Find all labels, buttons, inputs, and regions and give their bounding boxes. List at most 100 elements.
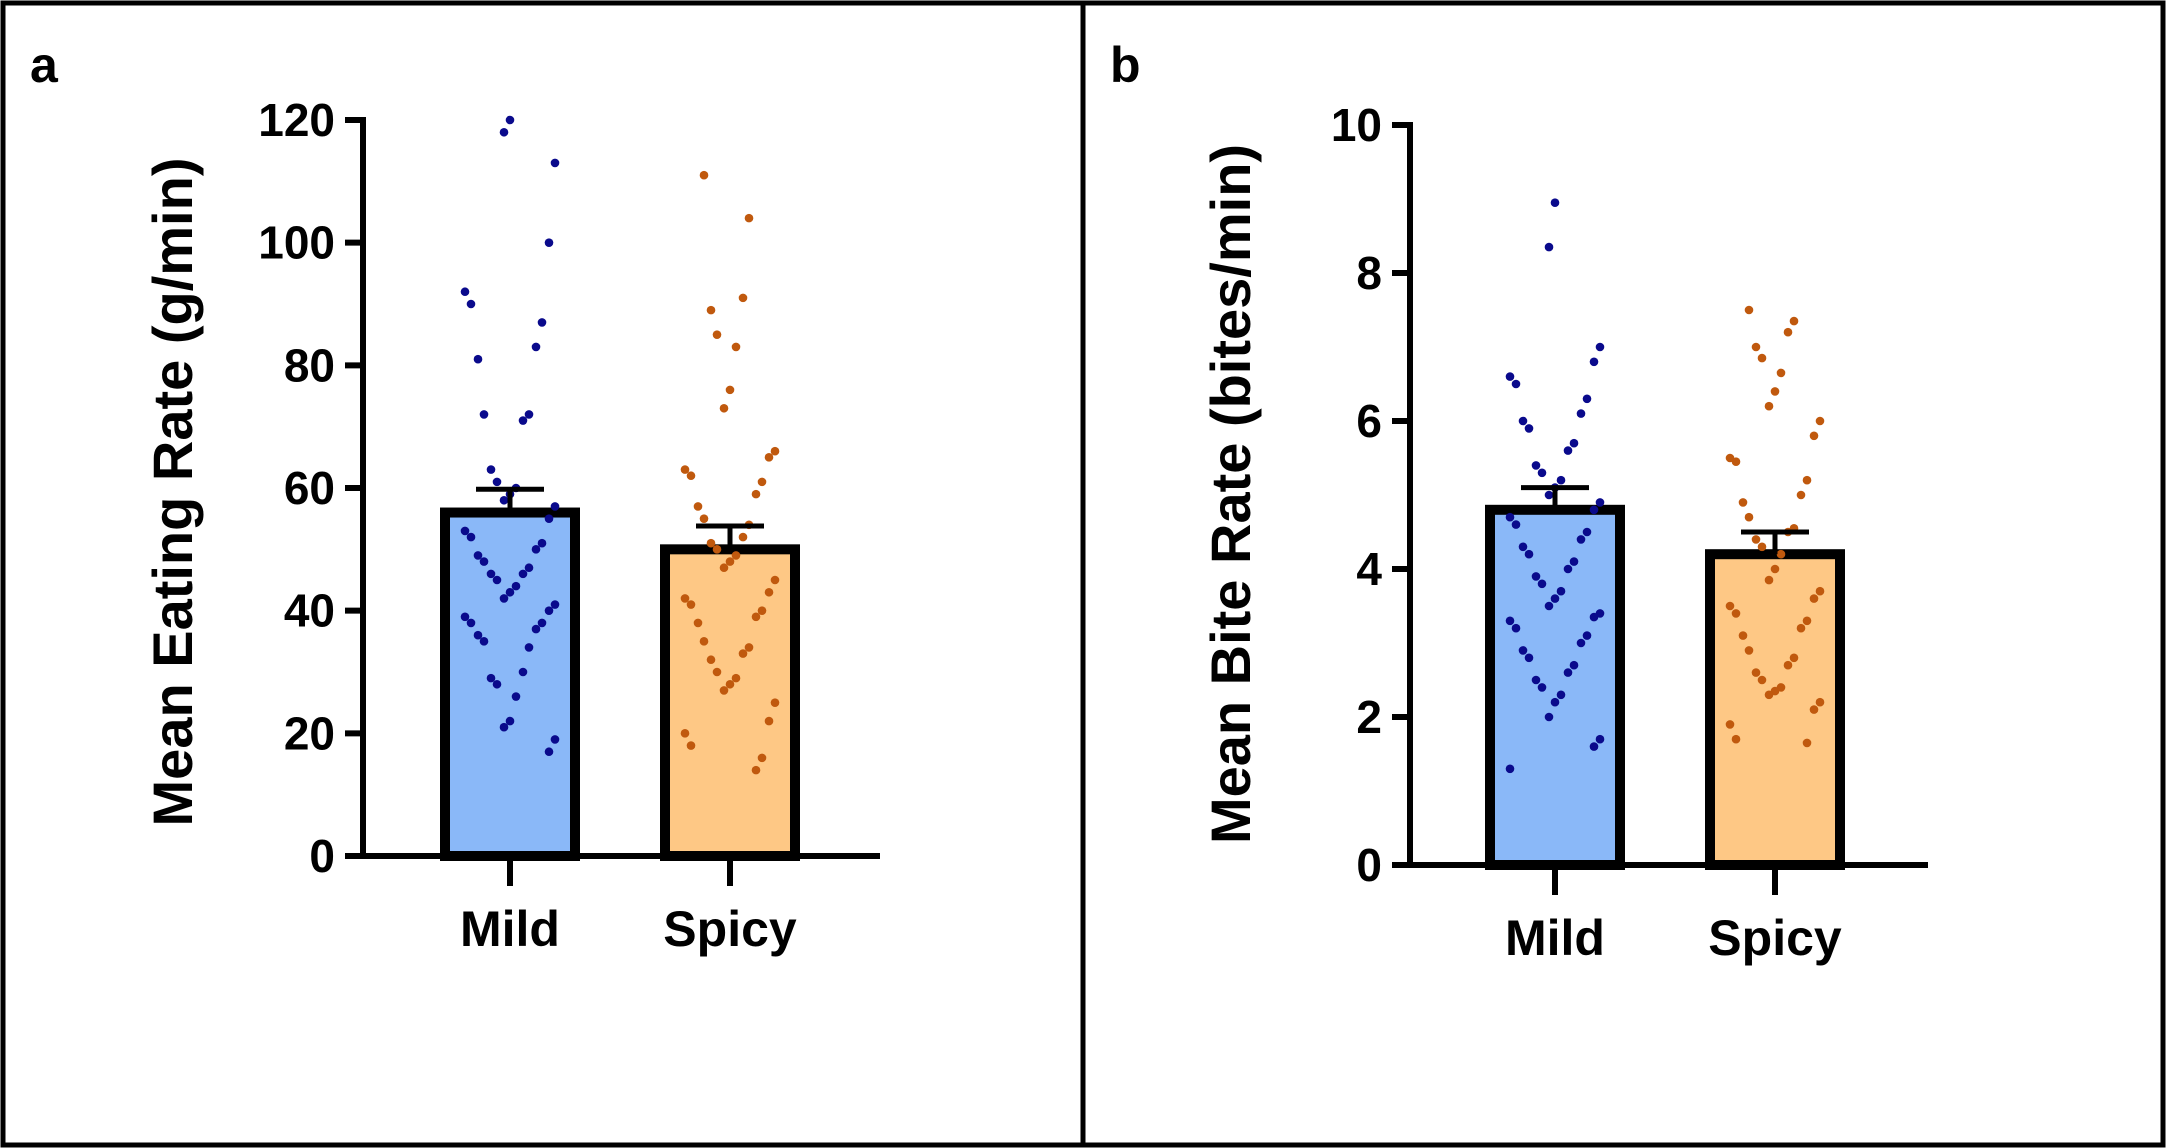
panel-b-point-spicy: [1751, 342, 1761, 352]
panel-a-xlabel-spicy: Spicy: [663, 901, 797, 957]
panel-a-point-mild: [473, 354, 483, 364]
panel-b-point-mild: [1511, 623, 1521, 633]
panel-a-point-spicy: [744, 643, 754, 652]
panel-a-point-spicy: [680, 729, 690, 738]
panel-b-point-mild: [1595, 734, 1605, 744]
panel-b-point-mild: [1505, 372, 1515, 381]
panel-a-y-tick-label: 80: [284, 339, 335, 391]
panel-a-point-spicy: [757, 477, 767, 487]
panel-b-point-mild: [1544, 601, 1554, 611]
panel-a-ylabel: Mean Eating Rate (g/min): [141, 158, 204, 827]
panel-b-point-spicy: [1725, 601, 1735, 611]
panel-b-point-spicy: [1796, 490, 1806, 500]
panel-b-point-mild: [1518, 416, 1528, 426]
panel-b-point-mild: [1595, 498, 1605, 507]
panel-a-y-tick-label: 60: [284, 462, 335, 514]
panel-b-point-mild: [1537, 468, 1547, 478]
panel-a-point-mild: [550, 735, 560, 744]
panel-b-point-mild: [1544, 242, 1554, 252]
panel-b-point-mild: [1531, 461, 1541, 470]
panel-b-point-mild: [1576, 638, 1586, 648]
panel-b-point-mild: [1589, 742, 1599, 751]
panel-b-point-spicy: [1809, 431, 1819, 441]
panel-b-point-spicy: [1757, 353, 1767, 363]
panel-b-point-spicy: [1789, 653, 1799, 663]
panel-b-bar-spicy: [1705, 549, 1845, 870]
panel-b-point-mild: [1524, 653, 1534, 663]
panel-a-point-spicy: [699, 637, 709, 646]
panel-b-y-tick-label: 2: [1356, 691, 1382, 743]
panel-a-point-spicy: [686, 741, 696, 750]
panel-b-point-mild: [1550, 594, 1560, 603]
panel-b-point-spicy: [1738, 498, 1748, 507]
panel-b-point-mild: [1505, 764, 1515, 774]
panel-b-point-mild: [1524, 549, 1534, 559]
panel-a-point-spicy: [693, 618, 703, 628]
panel-a-point-mild: [466, 532, 476, 542]
panel-b-point-mild: [1550, 198, 1560, 207]
panel-b-point-mild: [1531, 572, 1541, 581]
panel-a-point-spicy: [738, 649, 748, 658]
panel-a-point-mild: [479, 637, 489, 646]
panel-b-point-mild: [1537, 579, 1547, 589]
panel-b-point-spicy: [1770, 564, 1780, 574]
panel-b-point-mild: [1505, 512, 1515, 522]
panel-b-xlabel-spicy: Spicy: [1708, 910, 1842, 966]
panel-b-point-spicy: [1764, 401, 1774, 411]
panel-b-point-spicy: [1751, 535, 1761, 544]
panel-b-point-mild: [1550, 697, 1560, 707]
panel-a-point-mild: [531, 624, 541, 634]
panel-a-point-spicy: [680, 594, 690, 603]
panel-b-point-spicy: [1725, 720, 1735, 729]
panel-b-point-spicy: [1815, 697, 1825, 707]
panel-a-point-mild: [544, 747, 554, 757]
panel-a-point-mild: [524, 643, 534, 652]
panel-a-point-mild: [479, 410, 489, 419]
panel-a-point-spicy: [731, 342, 741, 352]
panel-b-plot-area: 0 2 4 6 8 10: [1331, 99, 1928, 895]
panel-a-point-spicy: [738, 532, 748, 542]
panel-b-point-spicy: [1751, 668, 1761, 677]
panel-b-point-spicy: [1815, 416, 1825, 426]
panel-b-y-tick-label: 4: [1356, 543, 1382, 595]
panel-b-point-spicy: [1738, 631, 1748, 640]
panel-a-point-spicy: [706, 538, 716, 548]
panel-a-point-spicy: [770, 446, 780, 456]
panel-a-point-spicy: [731, 551, 741, 560]
panel-a-point-mild: [524, 410, 534, 419]
panel-a-point-mild: [505, 587, 515, 597]
panel-b-point-mild: [1582, 631, 1592, 640]
panel-a-point-spicy: [757, 606, 767, 615]
panel-a-point-mild: [550, 158, 560, 168]
panel-a: a 0 20 40 60 80 100 120 Mean Eating Rate (g/mi…: [30, 37, 880, 957]
panel-b-y-tick-label: 0: [1356, 839, 1382, 891]
panel-a-point-mild: [473, 551, 483, 560]
panel-a-point-mild: [505, 716, 515, 726]
panel-b-point-mild: [1518, 646, 1528, 655]
panel-b-point-mild: [1537, 683, 1547, 692]
panel-b-point-mild: [1582, 394, 1592, 404]
panel-a-point-spicy: [719, 563, 729, 573]
panel-b-point-spicy: [1802, 616, 1812, 626]
panel-a-y-tick-label: 0: [309, 830, 335, 882]
panel-a-point-mild: [537, 318, 547, 327]
panel-a-point-mild: [518, 416, 528, 425]
panel-a-bar-mild: [440, 507, 580, 861]
panel-b-point-spicy: [1796, 623, 1806, 633]
panel-a-letter: a: [30, 37, 59, 93]
panel-a-point-mild: [537, 538, 547, 548]
panel-b-point-spicy: [1776, 368, 1786, 378]
panel-b-point-spicy: [1744, 305, 1754, 315]
panel-a-plot-area: 0 20 40 60 80 100 120: [258, 94, 880, 886]
panel-a-point-spicy: [725, 557, 735, 566]
panel-a-point-mild: [492, 477, 502, 487]
panel-a-point-mild: [466, 618, 476, 628]
panel-b-point-spicy: [1770, 387, 1780, 396]
panel-a-point-mild: [531, 342, 541, 352]
panel-b-point-spicy: [1764, 690, 1774, 700]
panel-b-point-mild: [1556, 475, 1566, 485]
panel-b-bar-mild: [1485, 504, 1625, 870]
panel-b-point-mild: [1531, 675, 1541, 685]
panel-b-point-mild: [1524, 424, 1534, 433]
